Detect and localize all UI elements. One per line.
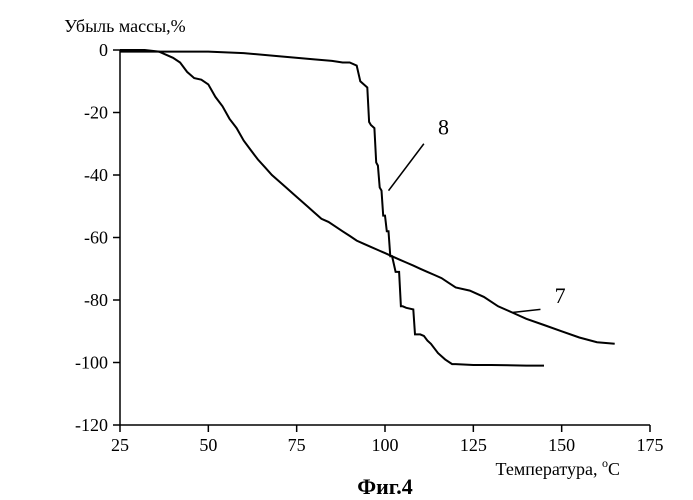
y-tick-label: -60 (84, 228, 108, 248)
chart-container: 0 -20 -40 -60 -80 -100 -12025 50 75 100 125 150 175 У… (0, 0, 693, 500)
y-tick-label: 0 (99, 40, 108, 60)
x-tick-label: 50 (199, 435, 217, 455)
x-tick-label: 175 (637, 435, 664, 455)
y-tick-label: -80 (84, 290, 108, 310)
x-tick-label: 150 (548, 435, 575, 455)
annotation-label-8: 8 (438, 114, 449, 139)
y-axis-title: Убыль массы,% (64, 16, 185, 36)
annotation-leader (512, 309, 540, 312)
y-tick-label: -100 (75, 353, 108, 373)
x-tick-label: 75 (288, 435, 306, 455)
y-tick-label: -120 (75, 415, 108, 435)
figure-caption: Фиг.4 (357, 474, 413, 499)
x-axis-title: Температура, oС (496, 456, 620, 479)
series-curve8 (120, 52, 544, 366)
line-chart: 0 -20 -40 -60 -80 -100 -12025 50 75 100 125 150 175 У… (0, 0, 693, 500)
x-tick-label: 25 (111, 435, 129, 455)
x-tick-label: 125 (460, 435, 487, 455)
y-tick-label: -20 (84, 103, 108, 123)
annotation-leader (389, 144, 424, 191)
annotation-label-7: 7 (555, 283, 566, 308)
x-tick-label: 100 (372, 435, 399, 455)
y-tick-label: -40 (84, 165, 108, 185)
